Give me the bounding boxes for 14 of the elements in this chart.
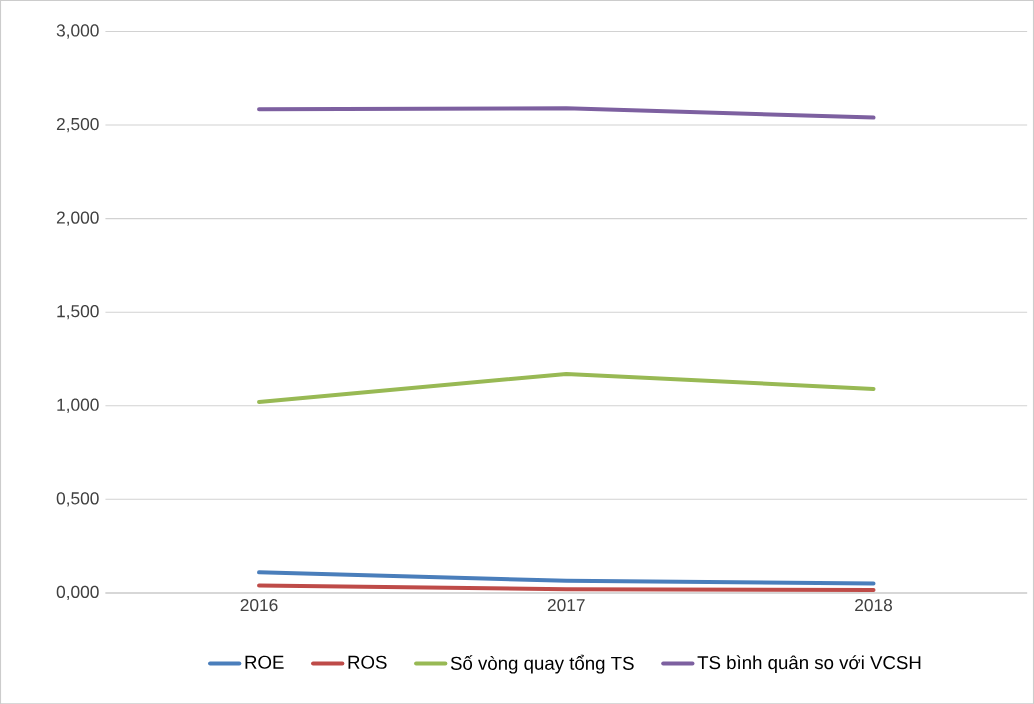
y-tick-label: 0,500 xyxy=(56,492,99,507)
y-tick-label: 1,500 xyxy=(57,304,99,320)
y-tick-label: 1,000 xyxy=(57,398,99,413)
x-tick-label: 2018 xyxy=(855,598,893,612)
legend-label: TS bình quân so với VCSH xyxy=(697,655,921,673)
y-tick-label: 0,000 xyxy=(56,585,99,600)
legend-label: Số vòng quay tổng TS xyxy=(450,654,634,674)
y-tick-label: 3,000 xyxy=(56,24,99,39)
x-tick-label: 2016 xyxy=(240,598,278,612)
legend-label: ROS xyxy=(348,655,387,669)
y-tick-label: 2,500 xyxy=(56,117,99,133)
x-tick-label: 2017 xyxy=(547,598,585,612)
y-tick-label: 2,000 xyxy=(56,211,99,226)
legend-label: ROE xyxy=(245,655,284,669)
